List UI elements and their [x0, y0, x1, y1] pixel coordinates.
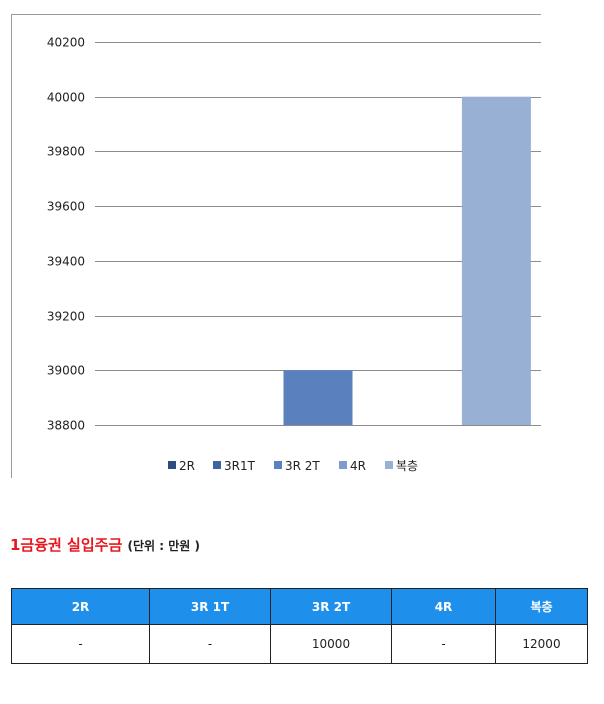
y-tick-label: 40200 — [47, 36, 85, 50]
legend-label: 3R1T — [224, 459, 256, 473]
section-unit: (단위 : 만원 ) — [127, 539, 200, 553]
table-row: - - 10000 - 12000 — [11, 624, 588, 664]
legend-swatch — [274, 461, 282, 469]
y-tick-label: 39800 — [47, 145, 85, 159]
table-cell: - — [149, 624, 271, 664]
table-header-cell: 4R — [391, 588, 496, 625]
legend-label: 3R 2T — [285, 459, 320, 473]
y-tick-label: 39000 — [47, 364, 85, 378]
move-in-cost-table: 2R 3R 1T 3R 2T 4R 복층 - - 10000 - 12000 — [11, 588, 588, 664]
y-tick-label: 38800 — [47, 419, 85, 433]
legend-swatch — [385, 461, 393, 469]
y-tick-label: 40000 — [47, 91, 85, 105]
table-cell: 12000 — [495, 624, 588, 664]
chart-canvas: 38800 39000 39200 39400 39600 39800 40000 40200… — [11, 14, 541, 478]
y-tick-label: 39600 — [47, 200, 85, 214]
table-header-cell: 복층 — [495, 588, 588, 625]
table-cell: 10000 — [270, 624, 392, 664]
bar-chart: 38800 39000 39200 39400 39600 39800 40000 40200… — [11, 14, 541, 478]
table-cell: - — [391, 624, 496, 664]
table-header-cell: 2R — [11, 588, 150, 625]
legend-label: 복층 — [396, 459, 418, 473]
legend-label: 4R — [350, 459, 366, 473]
table-header-cell: 3R 1T — [149, 588, 271, 625]
y-tick-label: 39400 — [47, 255, 85, 269]
legend-swatch — [168, 461, 176, 469]
table-header-row: 2R 3R 1T 3R 2T 4R 복층 — [11, 588, 588, 625]
table-header-cell: 3R 2T — [270, 588, 392, 625]
y-tick-label: 39200 — [47, 310, 85, 324]
bar — [283, 370, 353, 425]
legend-swatch — [339, 461, 347, 469]
section-title-text: 1금융권 실입주금 — [10, 536, 123, 554]
bar — [461, 96, 531, 425]
table-cell: - — [11, 624, 150, 664]
legend-label: 2R — [179, 459, 195, 473]
legend-swatch — [213, 461, 221, 469]
section-title: 1금융권 실입주금 (단위 : 만원 ) — [10, 534, 200, 555]
